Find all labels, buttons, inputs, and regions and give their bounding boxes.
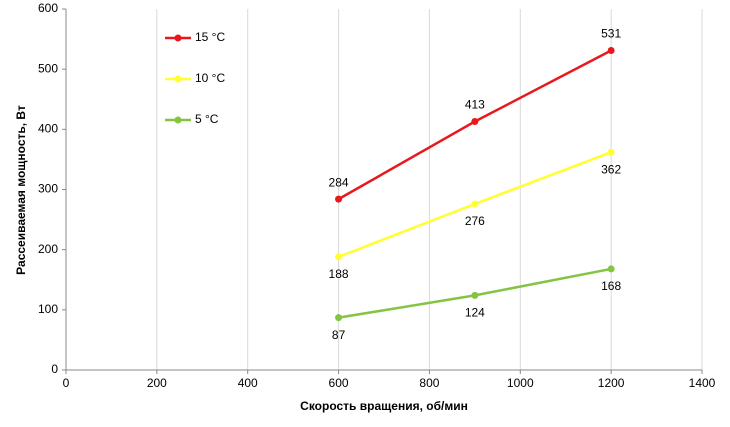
data-label: 168 <box>601 279 621 293</box>
y-tick-label: 400 <box>38 122 58 136</box>
x-tick-label: 0 <box>63 376 70 390</box>
data-point <box>607 47 615 55</box>
y-tick-label: 200 <box>38 242 58 256</box>
y-tick-label: 500 <box>38 61 58 75</box>
data-label: 284 <box>329 175 349 189</box>
data-label: 413 <box>465 98 485 112</box>
data-point <box>471 200 479 208</box>
y-axis-title: Рассеиваемая мощность, Вт <box>14 105 28 275</box>
data-point <box>335 314 343 322</box>
data-label: 124 <box>465 306 485 320</box>
data-point <box>471 291 479 299</box>
x-tick-label: 1000 <box>507 376 534 390</box>
data-label: 87 <box>332 328 346 342</box>
legend-label: 5 °C <box>195 112 219 126</box>
data-point <box>335 253 343 261</box>
x-tick-label: 1200 <box>598 376 625 390</box>
x-tick-label: 400 <box>238 376 258 390</box>
data-label: 276 <box>465 214 485 228</box>
legend-marker <box>174 34 182 42</box>
legend-label: 15 °C <box>195 30 225 44</box>
x-axis-title: Скорость вращения, об/мин <box>300 399 468 413</box>
x-tick-label: 200 <box>147 376 167 390</box>
data-point <box>607 148 615 156</box>
legend-label: 10 °C <box>195 71 225 85</box>
legend-marker <box>174 75 182 83</box>
data-label: 188 <box>329 267 349 281</box>
y-tick-label: 300 <box>38 182 58 196</box>
x-tick-label: 1400 <box>689 376 716 390</box>
data-point <box>335 195 343 203</box>
y-tick-label: 0 <box>51 362 58 376</box>
data-label: 362 <box>601 162 621 176</box>
y-tick-label: 100 <box>38 302 58 316</box>
y-tick-label: 600 <box>38 1 58 15</box>
data-point <box>607 265 615 273</box>
data-label: 531 <box>601 27 621 41</box>
legend-marker <box>174 116 182 124</box>
x-tick-label: 600 <box>329 376 349 390</box>
x-tick-label: 800 <box>419 376 439 390</box>
data-point <box>471 118 479 126</box>
